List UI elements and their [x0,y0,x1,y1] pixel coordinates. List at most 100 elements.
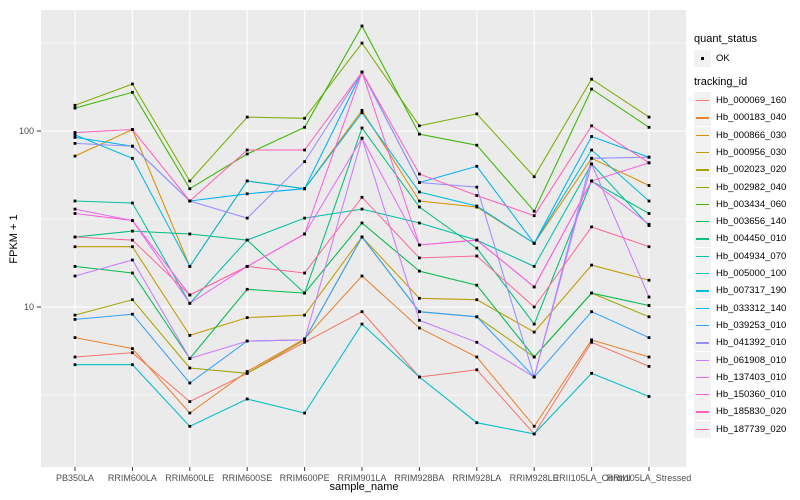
data-point [131,347,134,350]
legend-item: Hb_002982_040 [694,178,787,196]
data-point [647,161,651,165]
data-point [73,355,77,359]
legend-item-label: Hb_150360_010 [716,389,787,401]
data-point [73,313,77,317]
data-point [245,397,249,401]
data-point [647,355,651,359]
data-point [303,313,306,317]
data-point [245,216,249,220]
data-point [532,175,536,179]
data-point [532,322,536,326]
y-tick-label: 10 [23,302,34,312]
data-point [590,87,593,91]
data-point [245,370,249,373]
data-point [188,357,192,360]
data-point [131,271,134,275]
data-point [245,265,249,268]
legend-item: Hb_033312_140 [694,299,786,317]
data-point [131,219,134,222]
data-point [188,179,192,183]
legend-item: Hb_000183_040 [694,109,786,127]
data-point [647,304,651,307]
series-line-key-icon [694,351,711,369]
legend-item: Hb_004450_010 [694,230,786,248]
data-point [188,366,192,370]
data-point [590,225,593,229]
data-point [475,254,479,258]
data-point [360,221,364,225]
data-point [131,128,134,131]
legend-item-label: Hb_137403_010 [716,371,787,383]
data-point [647,212,651,215]
data-point [73,212,77,215]
legend-item: Hb_039253_010 [694,316,786,334]
legend-item-label: Hb_000069_160 [716,95,787,106]
series-line-key-icon [694,265,711,282]
data-point [303,291,306,295]
data-point [418,243,421,247]
data-point [590,263,593,267]
series-line-key-icon [694,178,711,196]
series-line-key-icon [694,420,711,438]
data-point [647,245,651,249]
x-tick-label: RRIM928BA [394,473,445,483]
legend-item-label: Hb_002982_040 [716,181,787,193]
data-point [532,241,536,245]
series-line-key-icon [694,109,711,127]
data-point [360,195,364,199]
data-point [245,371,249,375]
legend-item: Hb_005000_100 [694,265,786,282]
legend-item-label: Hb_000956_030 [716,146,787,158]
legend-item: Hb_041392_010 [694,334,786,352]
data-point [418,205,421,209]
data-point [590,371,593,375]
legend-item-label: Hb_185830_020 [716,406,787,418]
x-tick-label: RRIM928LE [509,473,559,483]
series-line-key-icon [694,247,711,265]
data-point [647,336,651,339]
data-point [360,235,364,239]
x-tick-label: RRIM600LE [165,473,215,483]
legend-item-label: Hb_005000_100 [716,268,787,279]
x-tick-label: RRIM600LA [107,473,157,483]
data-point [188,199,192,203]
data-point [131,201,134,205]
data-point [360,274,364,278]
data-point [73,199,77,203]
legend-item-label: Hb_187739_020 [716,423,787,435]
data-point [245,179,249,183]
legend-item: Hb_003656_140 [694,213,786,231]
data-point [590,340,593,344]
data-point [73,274,77,278]
x-axis-title: sample_name [329,481,399,493]
data-point [360,70,364,74]
series-line-key-icon [694,230,711,248]
data-point [418,124,421,128]
data-point [475,298,479,302]
legend-item: Hb_007317_190 [694,282,786,300]
data-point [73,136,77,139]
data-point [188,424,192,428]
data-point [303,411,306,415]
legend-item-label: Hb_004934_070 [716,250,787,262]
data-point [647,315,651,319]
data-point [73,207,77,211]
data-point [73,265,77,268]
series-line-key-icon [694,386,711,404]
data-point [131,351,134,355]
data-point [475,246,479,250]
data-point [303,216,306,220]
x-tick-label: RRIM901LA [337,473,387,483]
data-point [590,162,593,166]
data-point [532,285,536,289]
data-point [590,291,593,295]
data-point [73,154,77,158]
data-point [475,283,479,287]
data-point [590,124,593,128]
legend-item-label: Hb_000866_030 [716,129,787,141]
series-line-key-icon [694,334,711,352]
x-tick-label: RRII105LA_Stressed [606,473,692,483]
data-point [532,330,536,334]
